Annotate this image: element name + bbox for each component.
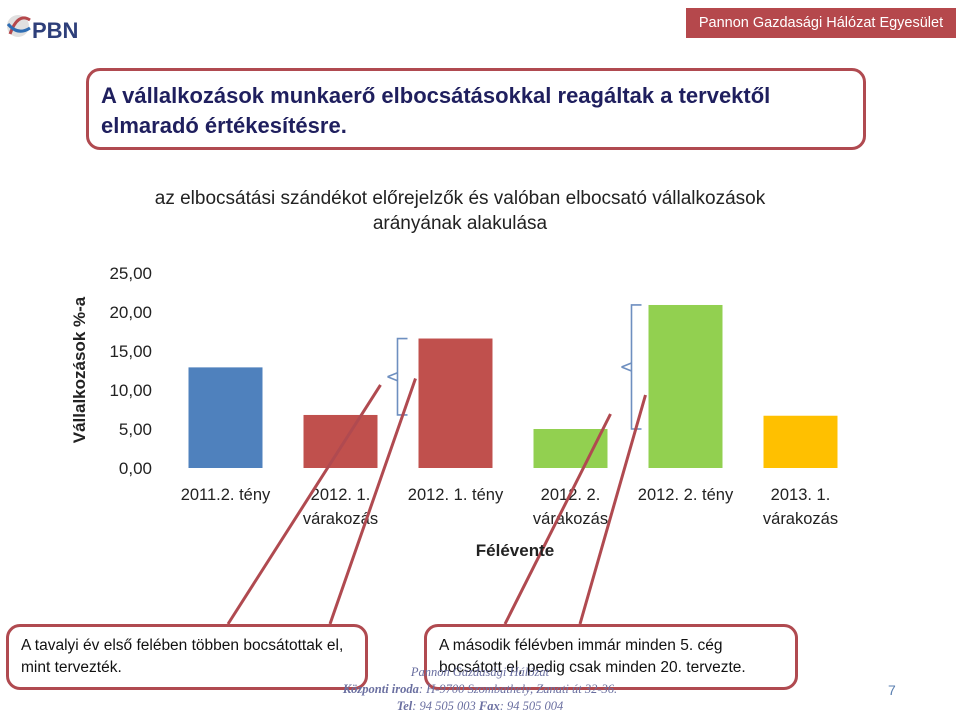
callout-pointer	[503, 413, 612, 625]
x-axis-label: Félévente	[475, 541, 555, 560]
bar	[188, 367, 263, 468]
logo-text: PBN	[32, 18, 78, 43]
footer: Pannon Gazdasági Hálózat Központi iroda:…	[320, 664, 640, 715]
footer-tel: : 94 505 003	[412, 699, 479, 713]
slide-title-box: A vállalkozások munkaerő elbocsátásokkal…	[86, 68, 866, 150]
callout-left: A tavalyi év első felében többen bocsáto…	[6, 624, 368, 690]
bar	[533, 429, 608, 468]
page-number: 7	[888, 682, 896, 698]
x-tick-label: 2012. 1.	[311, 486, 371, 504]
y-tick-label: 15,00	[109, 342, 152, 361]
x-tick-label: várakozás	[533, 510, 608, 528]
callout-left-text: A tavalyi év első felében többen bocsáto…	[21, 637, 344, 676]
callout-pointer	[578, 394, 647, 625]
bar	[648, 304, 723, 468]
slide-title: A vállalkozások munkaerő elbocsátásokkal…	[101, 83, 771, 138]
footer-fax-label: Fax	[478, 699, 500, 713]
x-tick-label: várakozás	[763, 510, 838, 528]
y-tick-label: 20,00	[109, 303, 152, 322]
bracket-tip	[387, 371, 398, 382]
y-tick-label: 10,00	[109, 381, 152, 400]
callout-pointer	[328, 378, 417, 625]
footer-fax: : 94 505 004	[499, 699, 564, 713]
brand-banner: Pannon Gazdasági Hálózat Egyesület	[686, 8, 956, 38]
chart-title: az elbocsátási szándékot előrejelzők és …	[154, 188, 766, 234]
footer-office-label: Központi iroda	[342, 682, 419, 696]
footer-org: Pannon Gazdasági Hálózat	[410, 665, 550, 679]
x-tick-label: 2012. 2. tény	[638, 486, 734, 504]
y-tick-label: 25,00	[109, 264, 152, 283]
bar	[763, 415, 838, 468]
callout-right: A második félévben immár minden 5. cég b…	[424, 624, 798, 690]
pbn-logo: PBN	[4, 4, 92, 44]
bar	[303, 414, 378, 468]
callout-right-text: A második félévben immár minden 5. cég b…	[439, 637, 746, 676]
bracket-tip	[621, 362, 632, 372]
footer-office: : H-9700 Szombathely, Zanati út 32-36.	[418, 682, 618, 696]
x-tick-label: 2013. 1.	[771, 486, 831, 504]
x-tick-label: 2011.2. tény	[181, 486, 271, 504]
copyright-notice: Jelen munkaanyag mind egészében, mind ré…	[104, 14, 621, 46]
y-tick-label: 5,00	[119, 420, 152, 439]
bar	[418, 338, 493, 468]
x-tick-label: 2012. 1. tény	[408, 486, 504, 504]
x-tick-label: várakozás	[303, 510, 378, 528]
y-tick-label: 0,00	[119, 459, 152, 478]
footer-tel-label: Tel	[396, 699, 413, 713]
callout-pointer	[226, 384, 382, 625]
